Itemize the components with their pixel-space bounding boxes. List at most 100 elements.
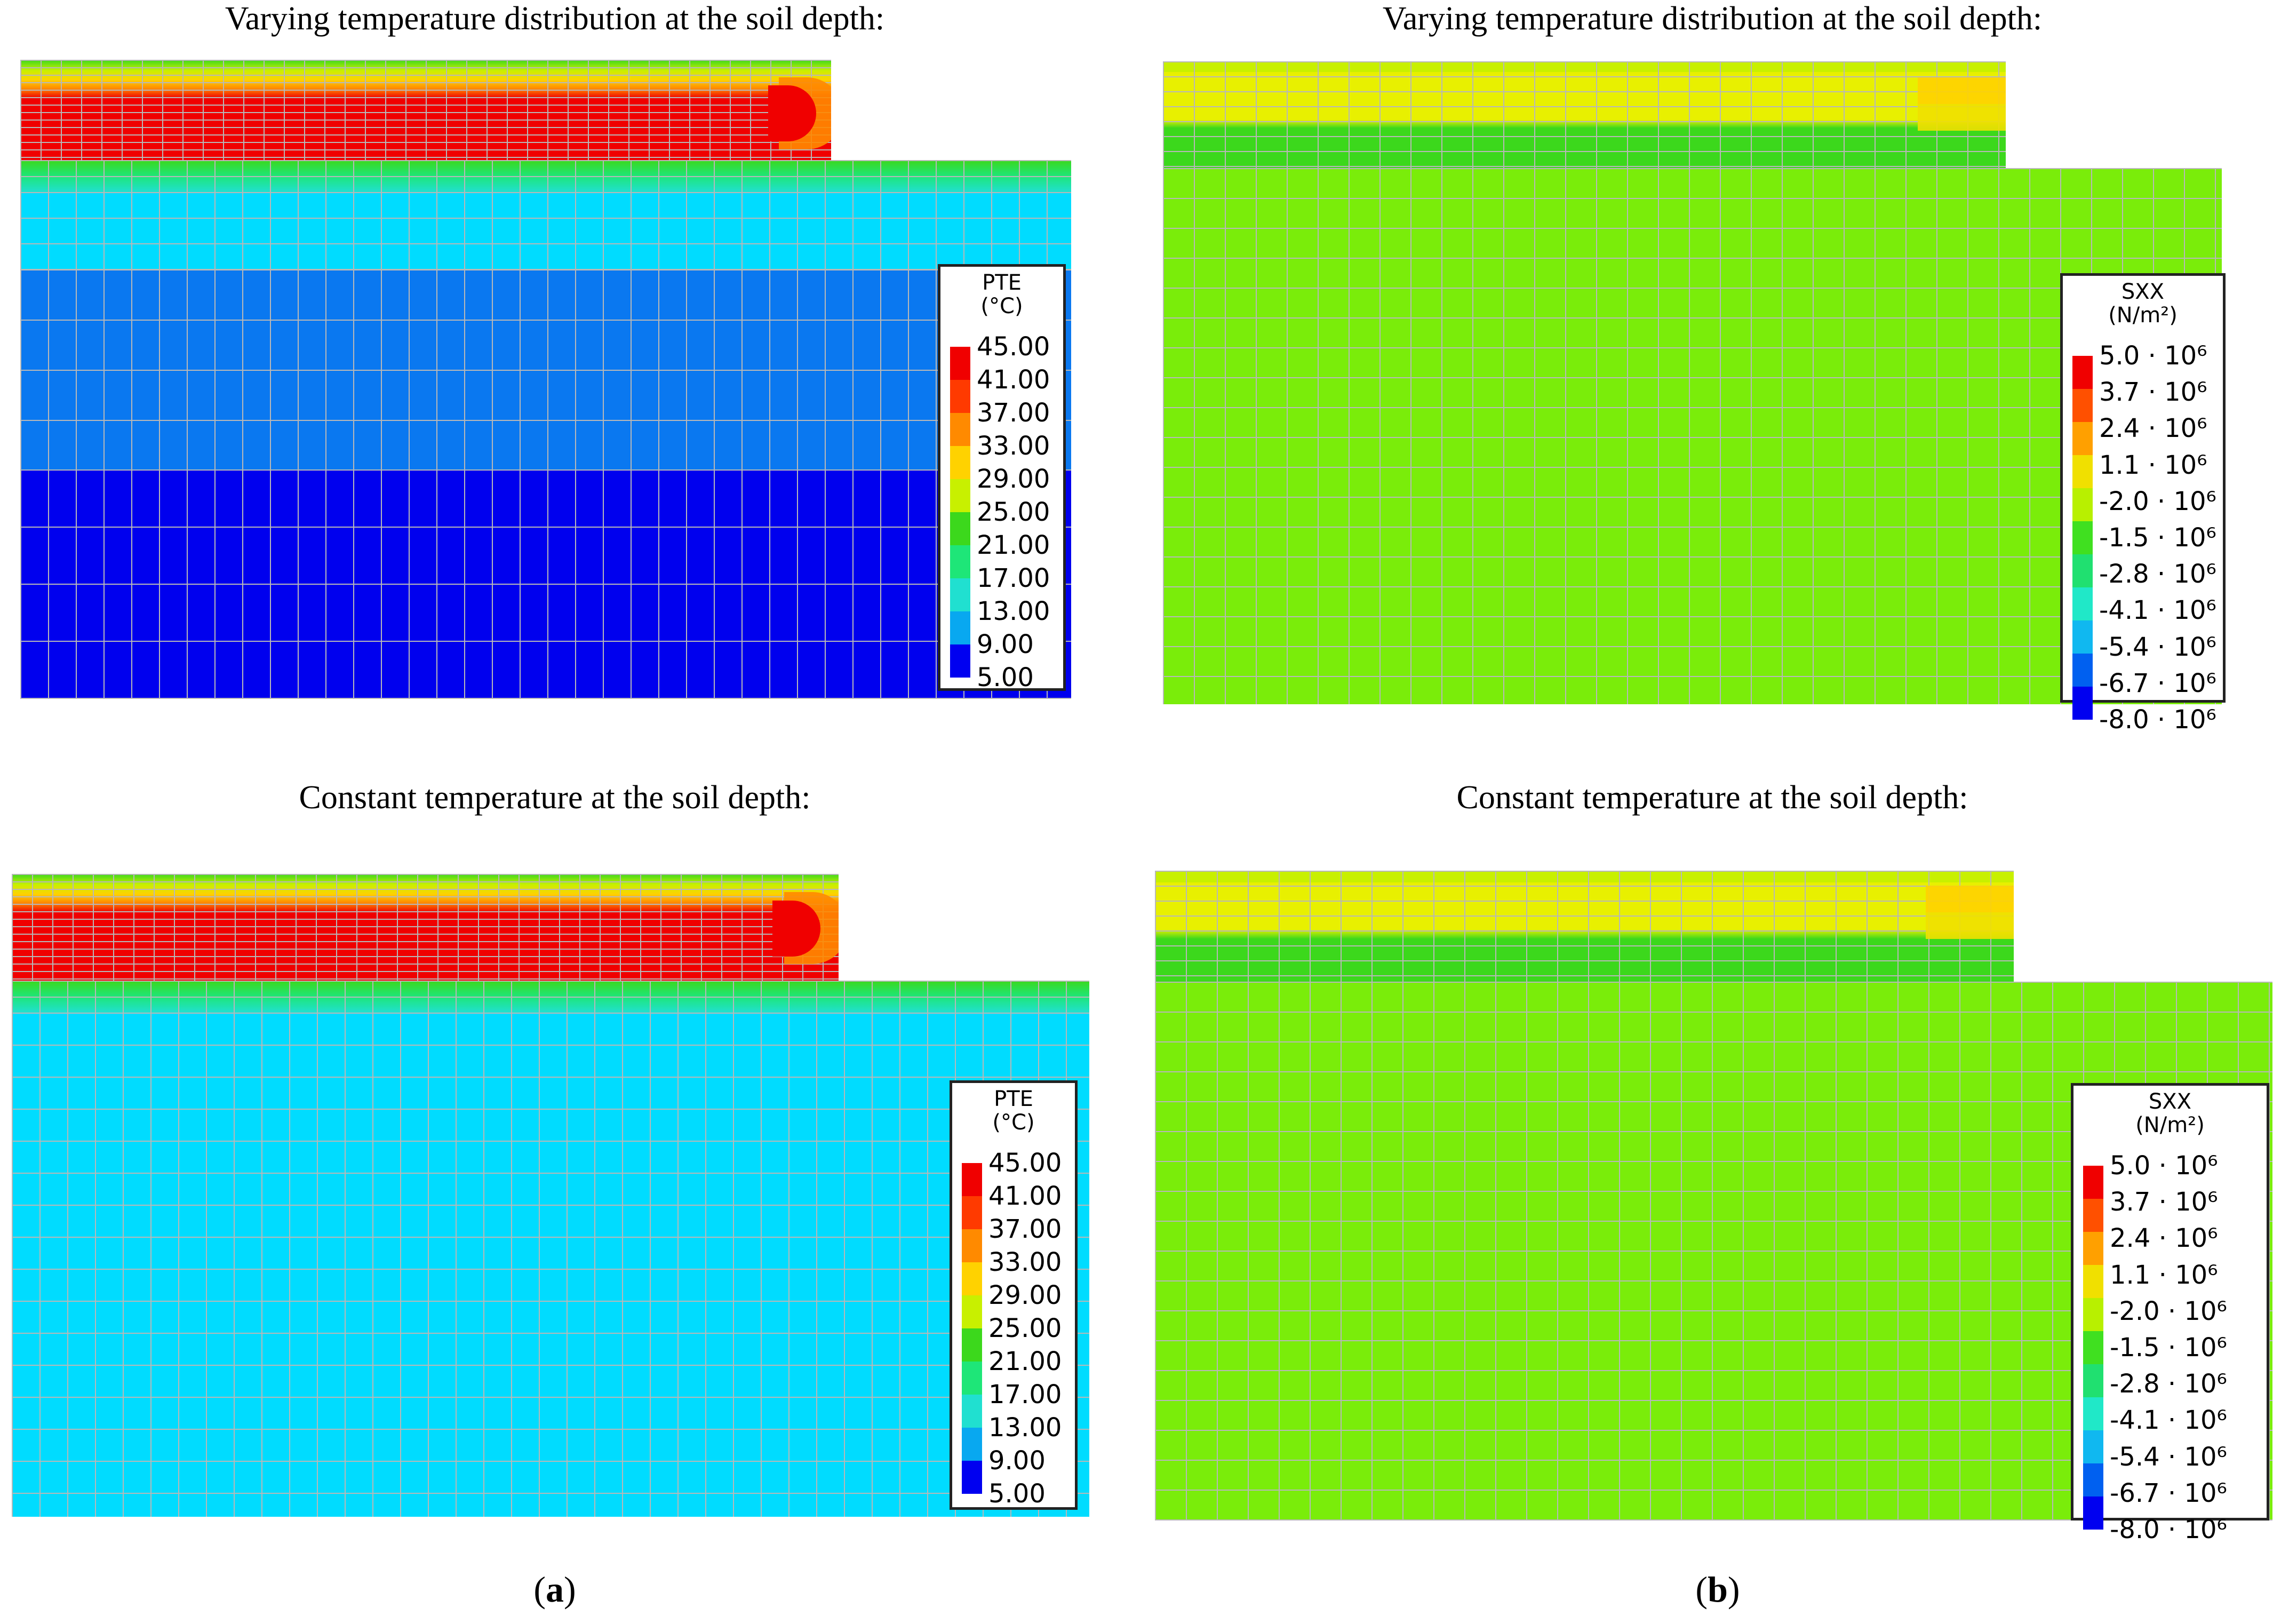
legend-tick-label: -1.5 · 10⁶ <box>2110 1333 2227 1363</box>
legend-swatch <box>2083 1199 2103 1232</box>
legend-swatch <box>962 1163 982 1196</box>
legend-tick-label: -2.0 · 10⁶ <box>2110 1296 2227 1326</box>
legend-swatch <box>962 1196 982 1229</box>
legend-tick-label: 33.00 <box>977 431 1050 461</box>
legend-tick-label: 37.00 <box>977 398 1050 428</box>
legend-tick-label: 1.1 · 10⁶ <box>2110 1260 2218 1290</box>
legend-tick-label: 5.00 <box>988 1479 1046 1509</box>
legend-swatch <box>950 347 970 380</box>
legend-swatch <box>962 1262 982 1295</box>
legend-swatch <box>2072 687 2093 720</box>
legend-tick-label: 9.00 <box>977 630 1034 659</box>
legend-tick-label: -6.7 · 10⁶ <box>2099 668 2216 698</box>
legend-swatch <box>2083 1496 2103 1530</box>
legend-swatch <box>950 380 970 413</box>
legend-tick-label: 41.00 <box>988 1181 1062 1211</box>
pte-legend-bottom: PTE (°C) 45.00 41.00 37.00 33.00 29.00 25.00 2… <box>950 1080 1078 1510</box>
legend-swatch <box>950 446 970 479</box>
legend-swatch <box>950 479 970 512</box>
legend-swatch <box>2083 1331 2103 1364</box>
legend-tick-label: 45.00 <box>988 1148 1062 1178</box>
legend-swatch <box>962 1428 982 1461</box>
legend-swatch <box>962 1328 982 1362</box>
legend-swatch <box>2083 1364 2103 1397</box>
slab-corner-stress <box>1918 77 2006 131</box>
legend-tick-label: 5.0 · 10⁶ <box>2110 1151 2218 1181</box>
caption-a-close: ) <box>564 1569 576 1610</box>
legend-swatch <box>2072 620 2093 654</box>
legend-tick-label: 33.00 <box>988 1247 1062 1277</box>
upper-right-blank <box>831 59 1076 160</box>
slab-hot-core-end-inner <box>768 85 816 141</box>
legend-tick-label: 25.00 <box>988 1313 1062 1343</box>
legend-swatch <box>2072 422 2093 455</box>
sxx-legend-top: SXX (N/m²) 5.0 · 10⁶ 3.7 · 10⁶ 2.4 · 10⁶ 1.… <box>2060 273 2226 733</box>
sxx-legend-bottom: SXX (N/m²) 5.0 · 10⁶ 3.7 · 10⁶ 2.4 · 10⁶ 1.… <box>2071 1083 2269 1543</box>
legend-tick-label: 2.4 · 10⁶ <box>2099 413 2207 444</box>
soil-layer-deep-blue <box>20 469 1071 699</box>
legend-swatch <box>950 545 970 578</box>
legend-tick-label: 41.00 <box>977 365 1050 395</box>
caption-b-open: ( <box>1695 1569 1708 1610</box>
slab-region <box>1163 61 2006 168</box>
legend-swatch <box>2072 488 2093 521</box>
legend-title: PTE <box>982 270 1022 295</box>
legend-swatch <box>2072 554 2093 587</box>
legend-swatch <box>2072 356 2093 389</box>
legend-swatch <box>962 1362 982 1395</box>
panel-b-top-title: Varying temperature distribution at the … <box>1382 1 2043 37</box>
panel-b-bottom-title: Constant temperature at the soil depth: <box>1456 779 1968 816</box>
caption-a-open: ( <box>533 1569 546 1610</box>
legend-swatch <box>950 413 970 446</box>
legend-swatch <box>962 1295 982 1328</box>
legend-tick-label: 21.00 <box>988 1347 1062 1376</box>
caption-a: (a) <box>480 1569 629 1611</box>
legend-tick-label: -5.4 · 10⁶ <box>2110 1442 2227 1472</box>
legend-swatch <box>950 611 970 644</box>
legend-tick-label: 13.00 <box>988 1413 1062 1443</box>
legend-units: (°C) <box>992 1110 1035 1135</box>
legend-swatch <box>2072 455 2093 488</box>
legend-units: (N/m²) <box>2108 303 2178 328</box>
legend-swatch <box>2083 1166 2103 1199</box>
legend-tick-label: 17.00 <box>977 563 1050 593</box>
legend-units: (N/m²) <box>2135 1113 2205 1137</box>
caption-b-letter: b <box>1708 1569 1728 1610</box>
legend-tick-label: 2.4 · 10⁶ <box>2110 1223 2218 1254</box>
legend-title: SXX <box>2121 280 2165 304</box>
legend-tick-label: 1.1 · 10⁶ <box>2099 450 2207 480</box>
legend-tick-label: 29.00 <box>988 1280 1062 1310</box>
legend-swatch <box>962 1229 982 1262</box>
legend-units: (°C) <box>980 294 1023 319</box>
legend-swatch <box>2072 389 2093 422</box>
legend-tick-label: 3.7 · 10⁶ <box>2110 1187 2218 1217</box>
legend-swatch <box>2072 587 2093 620</box>
legend-tick-label: -1.5 · 10⁶ <box>2099 523 2216 553</box>
slab-corner-stress <box>1926 886 2014 939</box>
legend-title: PTE <box>994 1087 1033 1111</box>
legend-tick-label: -2.8 · 10⁶ <box>2110 1369 2227 1399</box>
slab-hot-core-end-inner <box>772 901 820 957</box>
legend-swatch <box>2072 654 2093 687</box>
legend-tick-label: 29.00 <box>977 464 1050 494</box>
panel-a-bottom-title: Constant temperature at the soil depth: <box>299 779 811 816</box>
panel-a-top-title: Varying temperature distribution at the … <box>225 1 885 37</box>
legend-swatch <box>2072 521 2093 554</box>
legend-swatch <box>2083 1430 2103 1463</box>
legend-tick-label: -4.1 · 10⁶ <box>2099 595 2216 626</box>
legend-title: SXX <box>2148 1089 2192 1114</box>
soil-region <box>1163 168 2222 704</box>
pte-legend-top: PTE (°C) 45.00 41.00 37.00 33.00 29.00 25.00 2… <box>938 264 1066 691</box>
legend-tick-label: 3.7 · 10⁶ <box>2099 377 2207 408</box>
legend-swatch <box>950 512 970 545</box>
legend-tick-label: 21.00 <box>977 530 1050 560</box>
soil-layer-cyan <box>20 192 1071 269</box>
slab-region <box>12 874 839 981</box>
legend-swatch <box>2083 1397 2103 1430</box>
legend-tick-label: 5.0 · 10⁶ <box>2099 341 2207 371</box>
legend-swatch <box>950 578 970 611</box>
legend-tick-label: 25.00 <box>977 497 1050 527</box>
legend-swatch <box>962 1395 982 1428</box>
legend-tick-label: -5.4 · 10⁶ <box>2099 632 2216 662</box>
caption-b: (b) <box>1643 1569 1792 1611</box>
